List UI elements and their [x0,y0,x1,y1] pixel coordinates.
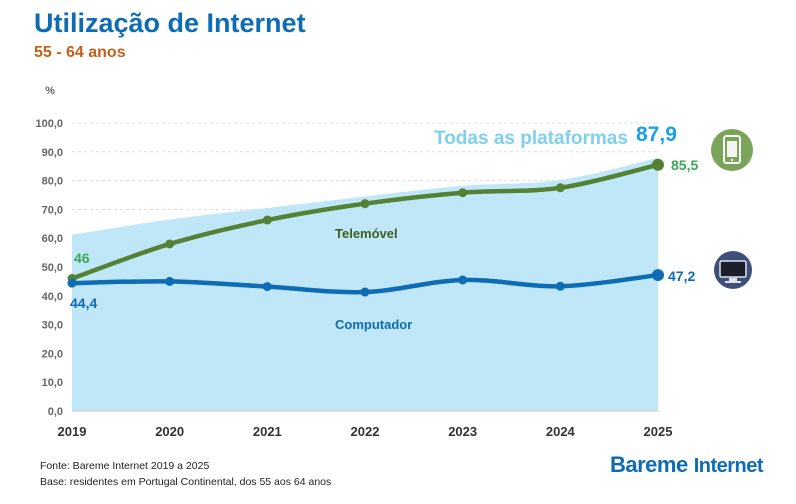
brand-main: Bareme [610,452,688,477]
y-tick-label: 90,0 [42,147,63,159]
marker-computador [262,282,272,292]
x-tick-label: 2021 [253,424,282,439]
start-label-computador: 44,4 [70,295,97,311]
marker-computador [67,278,77,288]
x-axis-ticks: 2019 2020 2021 2022 2023 2024 2025 [58,424,673,439]
base-note: Base: residentes em Portugal Continental… [40,476,332,488]
series-label-computador: Computador [335,317,412,332]
source-note: Fonte: Bareme Internet 2019 a 2025 [40,460,210,472]
x-tick-label: 2019 [58,424,87,439]
y-tick-label: 40,0 [42,291,63,303]
x-tick-label: 2022 [351,424,380,439]
x-tick-label: 2025 [644,424,673,439]
y-axis-ticks: 0,0 10,0 20,0 30,0 40,0 50,0 60,0 70,0 80,0 90,0 1… [35,118,63,418]
marker-computador [165,276,175,286]
x-tick-label: 2024 [546,424,576,439]
y-tick-label: 50,0 [42,262,63,274]
y-tick-label: 30,0 [42,320,63,332]
y-tick-label: 0,0 [48,406,63,418]
data-markers [67,158,664,297]
series-label-todas: Todas as plataformas [434,128,628,149]
start-label-telemovel: 46 [74,250,90,266]
marker-telemovel [652,158,664,171]
monitor-icon [714,251,752,289]
end-label-todas: 87,9 [636,123,677,146]
smartphone-icon [711,129,753,171]
series-label-telemovel: Telemóvel [335,226,398,241]
marker-telemovel [555,183,565,193]
y-tick-label: 10,0 [42,377,63,389]
marker-computador [652,269,664,282]
chart-subtitle: 55 - 64 anos [34,44,126,61]
brand-sub: Internet [693,455,764,477]
y-tick-label: 60,0 [42,233,63,245]
x-tick-label: 2023 [448,424,477,439]
end-label-telemovel: 85,5 [671,157,698,173]
y-tick-label: 70,0 [42,204,63,216]
chart-title: Utilização de Internet [34,8,306,38]
y-tick-label: 100,0 [35,118,63,130]
marker-telemovel [458,188,468,198]
line-chart: 0,0 10,0 20,0 30,0 40,0 50,0 60,0 70,0 80,0 90,0 1… [35,85,753,439]
end-label-computador: 47,2 [668,268,695,284]
marker-telemovel [262,215,272,225]
marker-telemovel [165,239,175,249]
x-tick-label: 2020 [155,424,184,439]
brand-logo: Bareme Internet [610,452,764,478]
marker-computador [360,287,370,297]
y-tick-label: 80,0 [42,176,63,188]
marker-computador [555,281,565,291]
marker-computador [458,275,468,285]
y-axis-label: % [45,85,55,97]
marker-telemovel [360,199,370,209]
y-tick-label: 20,0 [42,348,63,360]
area-todas-as-plataformas [72,157,658,411]
